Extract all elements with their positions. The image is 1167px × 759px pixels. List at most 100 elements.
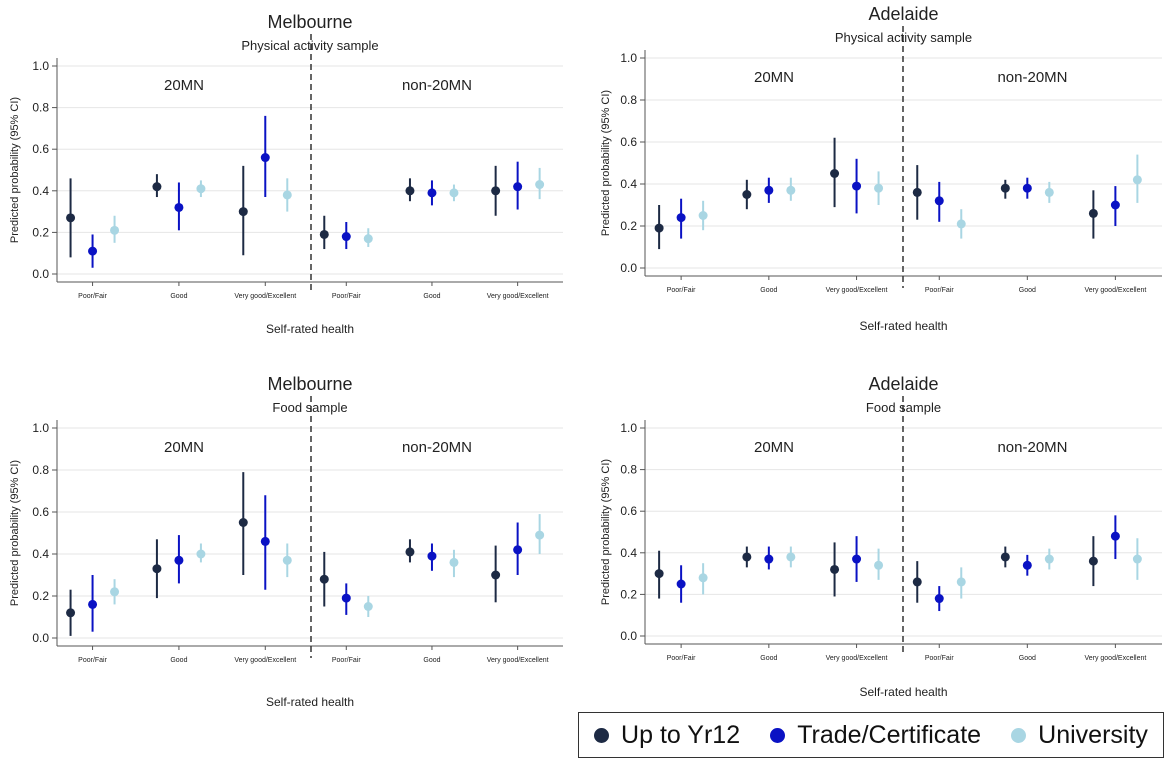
chart-2-point-trade-certificate: [1022, 183, 1032, 193]
chart-4-point-up-to-yr12: [742, 552, 752, 562]
chart-1-subtitle: Physical activity sample: [241, 38, 378, 53]
chart-2-ytick-label: 0.0: [620, 261, 637, 275]
chart-3-point-university: [535, 530, 545, 540]
chart-2-point-trade-certificate: [852, 181, 862, 191]
chart-4-point-trade-certificate: [934, 594, 944, 604]
chart-4-xtick-label-very-good-excellent: Very good/Excellent: [826, 655, 888, 662]
chart-3-subtitle: Food sample: [272, 400, 347, 415]
chart-3-xtick-label-very-good-excellent: Very good/Excellent: [234, 657, 296, 664]
legend-label-trade-certificate: Trade/Certificate: [797, 720, 982, 749]
chart-1-xtick-label-good: Good: [170, 293, 187, 300]
chart-1-ytick-label: 0.6: [32, 142, 49, 156]
chart-4-point-university: [698, 573, 708, 583]
chart-2-point-trade-certificate: [676, 213, 686, 223]
chart-1-ytick-label: 0.0: [32, 267, 49, 281]
chart-1-ytick-label: 1.0: [32, 59, 49, 73]
chart-4-point-trade-certificate: [764, 554, 774, 564]
chart-3-point-up-to-yr12: [405, 547, 415, 557]
chart-2-point-trade-certificate: [764, 185, 774, 195]
chart-1-point-up-to-yr12: [152, 182, 162, 192]
chart-2-ytick-label: 0.2: [620, 219, 637, 233]
chart-2-point-up-to-yr12: [830, 169, 840, 178]
chart-4-ytick-label: 0.8: [620, 463, 637, 477]
chart-3-ytick-label: 1.0: [32, 421, 49, 435]
chart-4-point-up-to-yr12: [912, 577, 922, 587]
chart-1-title: Melbourne: [267, 12, 352, 32]
chart-4-point-trade-certificate: [676, 579, 686, 589]
chart-2-point-up-to-yr12: [654, 223, 664, 233]
chart-3-point-university: [196, 549, 206, 559]
chart-3-ytick-label: 0.0: [32, 631, 49, 645]
chart-1-xtick-label-poor-fair: Poor/Fair: [332, 293, 361, 300]
chart-4-point-university: [1044, 554, 1054, 564]
chart-4-point-up-to-yr12: [1000, 552, 1010, 562]
chart-2-title: Adelaide: [868, 4, 938, 24]
legend-item-trade-certificate: Trade/Certificate: [770, 721, 981, 750]
chart-3-point-trade-certificate: [260, 536, 270, 546]
legend-item-university: University: [1011, 721, 1148, 750]
chart-2-xtick-label-good: Good: [760, 287, 777, 294]
chart-4-point-trade-certificate: [1110, 531, 1120, 541]
chart-1-point-university: [196, 184, 206, 194]
chart-2-ytick-label: 1.0: [620, 51, 637, 65]
chart-3-xtick-label-very-good-excellent: Very good/Excellent: [487, 657, 549, 664]
chart-1-point-up-to-yr12: [238, 207, 248, 217]
chart-3-ytick-label: 0.8: [32, 463, 49, 477]
chart-4-point-university: [956, 577, 966, 587]
chart-1-point-up-to-yr12: [405, 186, 415, 196]
chart-4-xtick-label-poor-fair: Poor/Fair: [667, 655, 696, 662]
chart-4-xtick-label-good: Good: [1019, 655, 1036, 662]
chart-2-xtick-label-poor-fair: Poor/Fair: [925, 287, 954, 294]
chart-2-point-university: [1044, 187, 1054, 197]
chart-1-ytick-label: 0.4: [32, 184, 49, 198]
chart-2-panel-label-20mn: 20MN: [754, 69, 794, 86]
chart-2-point-university: [698, 211, 708, 220]
chart-1-point-up-to-yr12: [319, 229, 329, 239]
chart-1-point-trade-certificate: [260, 153, 270, 163]
chart-2-xtick-label-good: Good: [1019, 287, 1036, 294]
chart-1-point-trade-certificate: [341, 232, 351, 242]
chart-1-ytick-label: 0.8: [32, 101, 49, 115]
chart-2-point-university: [1132, 175, 1142, 185]
chart-4-subtitle: Food sample: [866, 400, 941, 415]
chart-1-x-axis-label: Self-rated health: [266, 322, 354, 336]
chart-3-point-up-to-yr12: [491, 570, 501, 580]
chart-1-xtick-label-very-good-excellent: Very good/Excellent: [234, 293, 296, 300]
chart-3-xtick-label-good: Good: [423, 657, 440, 664]
chart-3-title: Melbourne: [267, 374, 352, 394]
chart-1-panel-label-20mn: 20MN: [164, 77, 204, 94]
chart-1-point-trade-certificate: [513, 182, 523, 192]
chart-4-point-university: [1132, 554, 1142, 564]
chart-2-point-trade-certificate: [934, 196, 944, 206]
chart-2-xtick-label-very-good-excellent: Very good/Excellent: [1084, 287, 1146, 294]
chart-2-point-up-to-yr12: [1000, 183, 1010, 193]
chart-4-xtick-label-very-good-excellent: Very good/Excellent: [1084, 655, 1146, 662]
chart-3-panel-label-20mn: 20MN: [164, 439, 204, 456]
chart-4-point-university: [874, 560, 884, 570]
chart-4-y-axis-label: Predicted probability (95% CI): [600, 459, 612, 605]
chart-3-point-university: [449, 557, 459, 567]
chart-3-panel-label-non-20mn: non-20MN: [402, 439, 472, 456]
chart-2-point-university: [874, 183, 884, 193]
chart-1-point-university: [449, 188, 459, 198]
chart-2-ytick-label: 0.4: [620, 177, 637, 191]
chart-2-point-up-to-yr12: [1088, 208, 1098, 218]
chart-2-point-university: [786, 185, 796, 195]
chart-2-point-trade-certificate: [1110, 200, 1120, 210]
chart-3-xtick-label-poor-fair: Poor/Fair: [332, 657, 361, 664]
chart-4-ytick-label: 0.0: [620, 629, 637, 643]
chart-1-xtick-label-poor-fair: Poor/Fair: [78, 293, 107, 300]
chart-2-point-up-to-yr12: [742, 190, 752, 199]
chart-3-y-axis-label: Predicted probability (95% CI): [9, 460, 21, 606]
chart-4-title: Adelaide: [868, 374, 938, 394]
chart-2-subtitle: Physical activity sample: [835, 30, 972, 45]
chart-4-point-trade-certificate: [852, 554, 862, 564]
chart-1-point-university: [363, 234, 373, 244]
chart-3-xtick-label-good: Good: [170, 657, 187, 664]
chart-1-xtick-label-very-good-excellent: Very good/Excellent: [487, 293, 549, 300]
chart-2-ytick-label: 0.8: [620, 93, 637, 107]
legend: Up to Yr12 Trade/Certificate University: [578, 712, 1164, 758]
chart-3-point-trade-certificate: [88, 599, 98, 609]
chart-4-point-up-to-yr12: [654, 569, 664, 579]
